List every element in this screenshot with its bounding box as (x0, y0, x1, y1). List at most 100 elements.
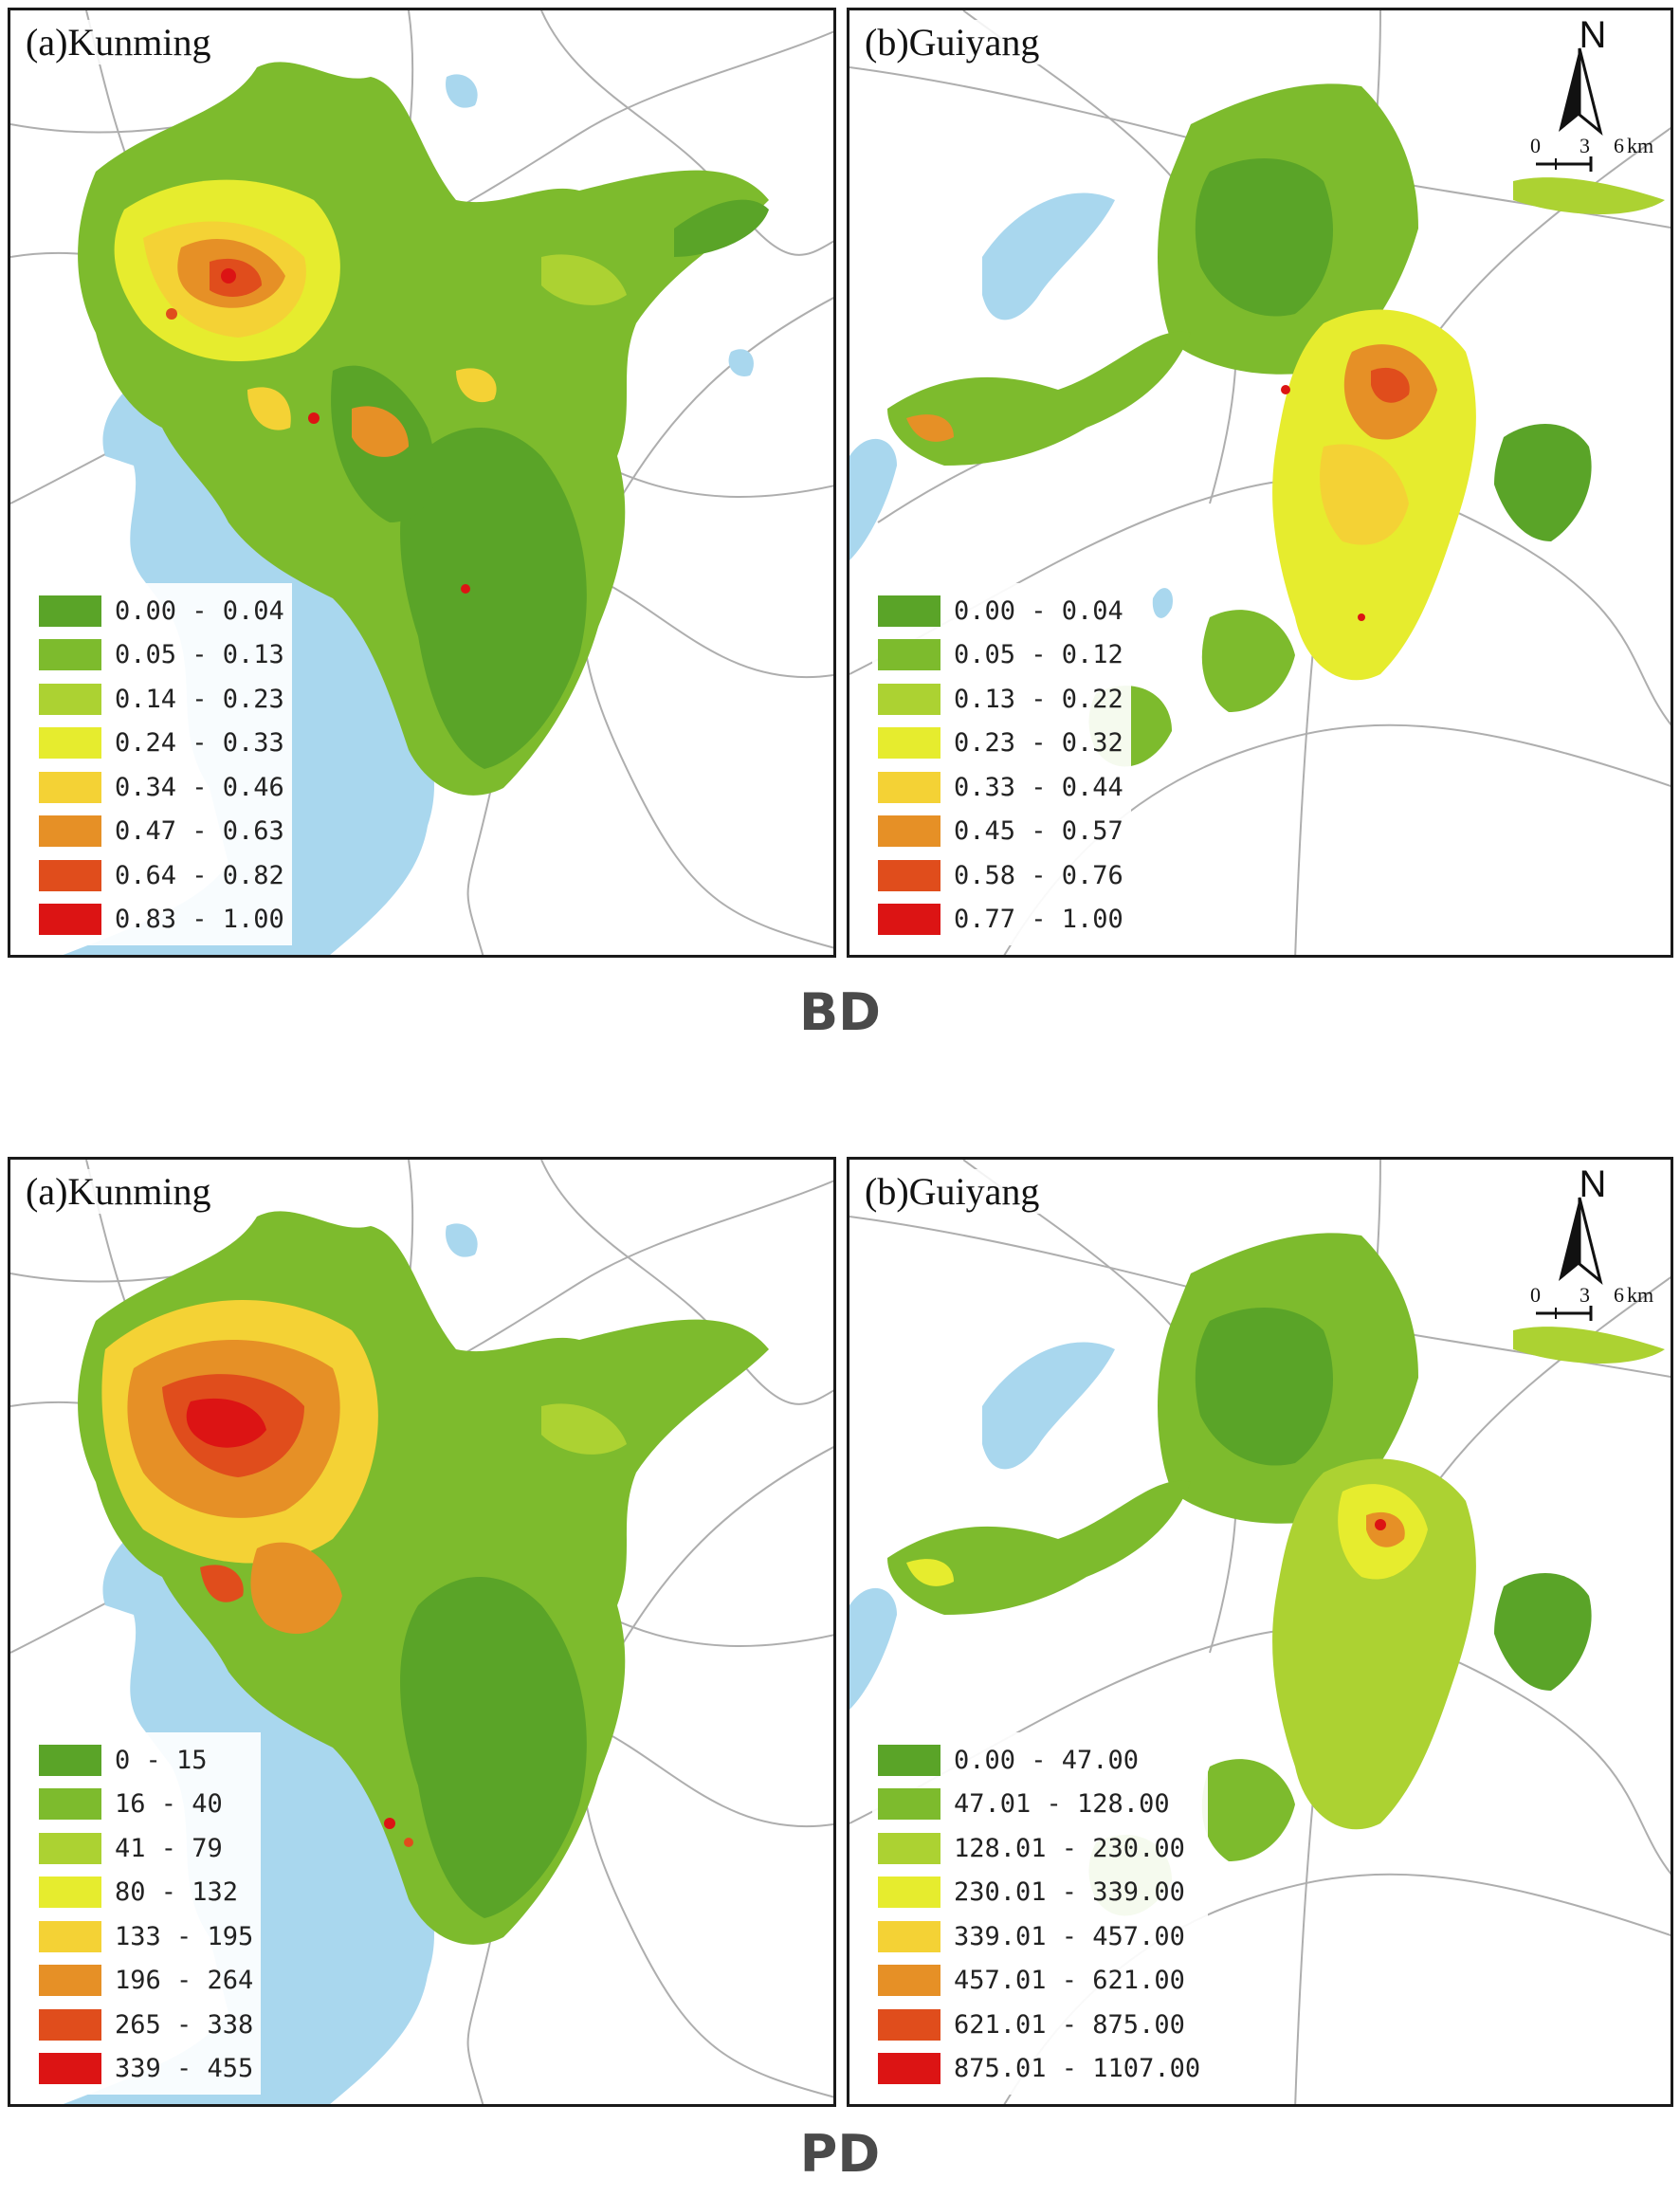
legend: 0.00 - 0.04 0.05 - 0.12 0.13 - 0.22 0.23… (872, 583, 1131, 945)
legend-swatch (39, 1920, 101, 1952)
legend-item: 16 - 40 (39, 1783, 253, 1827)
legend-item: 47.01 - 128.00 (878, 1783, 1200, 1827)
legend-label: 41 - 79 (115, 1833, 223, 1863)
legend-label: 0.05 - 0.13 (115, 640, 284, 670)
legend-label: 47.01 - 128.00 (954, 1789, 1170, 1820)
legend-item: 0.58 - 0.76 (878, 853, 1123, 898)
legend-label: 457.01 - 621.00 (954, 1966, 1185, 1996)
panel-title: (a)Kunming (22, 1169, 215, 1214)
legend-swatch (39, 595, 101, 627)
legend-label: 230.01 - 339.00 (954, 1877, 1185, 1908)
legend-item: 0.13 - 0.22 (878, 677, 1123, 722)
legend-swatch (878, 1877, 940, 1909)
legend-label: 339.01 - 457.00 (954, 1921, 1185, 1951)
legend-swatch (878, 1744, 940, 1776)
legend-item: 621.01 - 875.00 (878, 2003, 1200, 2047)
legend-swatch (39, 727, 101, 760)
legend-item: 339 - 455 (39, 2047, 253, 2092)
legend-label: 133 - 195 (115, 1921, 254, 1951)
legend-swatch (39, 2053, 101, 2085)
legend-label: 265 - 338 (115, 2009, 254, 2040)
bd-kunming-map-panel: (a)Kunming 0.00 - 0.04 0.05 - 0.13 0.14 … (8, 8, 836, 958)
legend-label: 80 - 132 (115, 1877, 239, 1908)
legend-swatch (39, 2008, 101, 2041)
scale-unit: km (1627, 1283, 1654, 1307)
legend-swatch (878, 2053, 940, 2085)
legend-label: 0 - 15 (115, 1745, 208, 1775)
legend-label: 0.64 - 0.82 (115, 860, 284, 890)
legend-swatch (39, 771, 101, 803)
legend-item: 0.24 - 0.33 (39, 722, 284, 766)
legend-item: 0.14 - 0.23 (39, 677, 284, 722)
panel-title: (b)Guiyang (861, 1169, 1044, 1214)
legend-label: 0.58 - 0.76 (954, 860, 1123, 890)
legend-swatch (878, 771, 940, 803)
legend-swatch (878, 815, 940, 848)
scale-bar-labels: 0 3 6 km (1530, 1283, 1663, 1311)
legend-swatch (39, 904, 101, 936)
legend-label: 0.33 - 0.44 (954, 772, 1123, 802)
legend-swatch (878, 859, 940, 891)
legend-label: 339 - 455 (115, 2054, 254, 2084)
scale-bar-labels: 0 3 6 km (1530, 134, 1663, 162)
legend-item: 0.83 - 1.00 (39, 898, 284, 943)
legend-swatch (39, 1965, 101, 1997)
legend-label: 0.05 - 0.12 (954, 640, 1123, 670)
legend-item: 0.00 - 0.04 (878, 589, 1123, 633)
legend-swatch (39, 1744, 101, 1776)
north-arrow-icon (1536, 1197, 1603, 1321)
scale-tick-0: 0 (1530, 1283, 1541, 1307)
guiyang-map-graphic (849, 10, 1671, 955)
legend-swatch (878, 727, 940, 760)
north-arrow: N (1536, 14, 1650, 181)
scale-tick-6: 6 (1614, 1283, 1624, 1307)
legend-item: 0 - 15 (39, 1738, 253, 1783)
legend-label: 0.77 - 1.00 (954, 905, 1123, 935)
legend: 0 - 15 16 - 40 41 - 79 80 - 132 133 - 19… (33, 1732, 262, 2095)
bd-guiyang-map-panel: (b)Guiyang N 0 3 6 km 0.00 - 0.04 0.05 -… (847, 8, 1673, 958)
scale-tick-6: 6 (1614, 134, 1624, 157)
legend-label: 0.83 - 1.00 (115, 905, 284, 935)
legend-swatch (39, 1788, 101, 1821)
legend-item: 0.77 - 1.00 (878, 898, 1123, 943)
scale-tick-3: 3 (1580, 1283, 1590, 1307)
legend-label: 0.00 - 0.04 (954, 595, 1123, 626)
legend-swatch (878, 904, 940, 936)
north-letter: N (1579, 14, 1607, 56)
legend-swatch (878, 639, 940, 671)
legend-label: 0.00 - 47.00 (954, 1745, 1140, 1775)
legend-item: 265 - 338 (39, 2003, 253, 2047)
legend-swatch (878, 595, 940, 627)
legend-item: 0.23 - 0.32 (878, 722, 1123, 766)
legend-item: 41 - 79 (39, 1826, 253, 1871)
legend-swatch (878, 2008, 940, 2041)
legend-label: 0.00 - 0.04 (115, 595, 284, 626)
legend-label: 16 - 40 (115, 1789, 223, 1820)
legend-item: 875.01 - 1107.00 (878, 2047, 1200, 2092)
legend-swatch (878, 1788, 940, 1821)
legend-swatch (39, 859, 101, 891)
north-arrow: N (1536, 1163, 1650, 1330)
legend-item: 0.34 - 0.46 (39, 765, 284, 810)
legend-label: 0.14 - 0.23 (115, 684, 284, 714)
legend-label: 621.01 - 875.00 (954, 2009, 1185, 2040)
legend-item: 80 - 132 (39, 1871, 253, 1915)
legend-label: 0.23 - 0.32 (954, 728, 1123, 759)
legend-item: 0.05 - 0.13 (39, 633, 284, 678)
legend-item: 230.01 - 339.00 (878, 1871, 1200, 1915)
legend-swatch (878, 1832, 940, 1864)
legend-swatch (878, 1920, 940, 1952)
legend: 0.00 - 47.00 47.01 - 128.00 128.01 - 230… (872, 1732, 1209, 2095)
pd-guiyang-map-panel: (b)Guiyang N 0 3 6 km 0.00 - 47.00 47.01… (847, 1157, 1673, 2107)
legend-label: 128.01 - 230.00 (954, 1833, 1185, 1863)
legend-item: 457.01 - 621.00 (878, 1959, 1200, 2004)
legend-item: 0.64 - 0.82 (39, 853, 284, 898)
legend-label: 0.47 - 0.63 (115, 816, 284, 847)
legend-label: 0.45 - 0.57 (954, 816, 1123, 847)
pd-kunming-map-panel: (a)Kunming 0 - 15 16 - 40 41 - 79 80 - 1… (8, 1157, 836, 2107)
legend-item: 0.47 - 0.63 (39, 810, 284, 854)
legend: 0.00 - 0.04 0.05 - 0.13 0.14 - 0.23 0.24… (33, 583, 292, 945)
legend-swatch (878, 683, 940, 715)
panel-title: (a)Kunming (22, 20, 215, 64)
legend-label: 0.34 - 0.46 (115, 772, 284, 802)
